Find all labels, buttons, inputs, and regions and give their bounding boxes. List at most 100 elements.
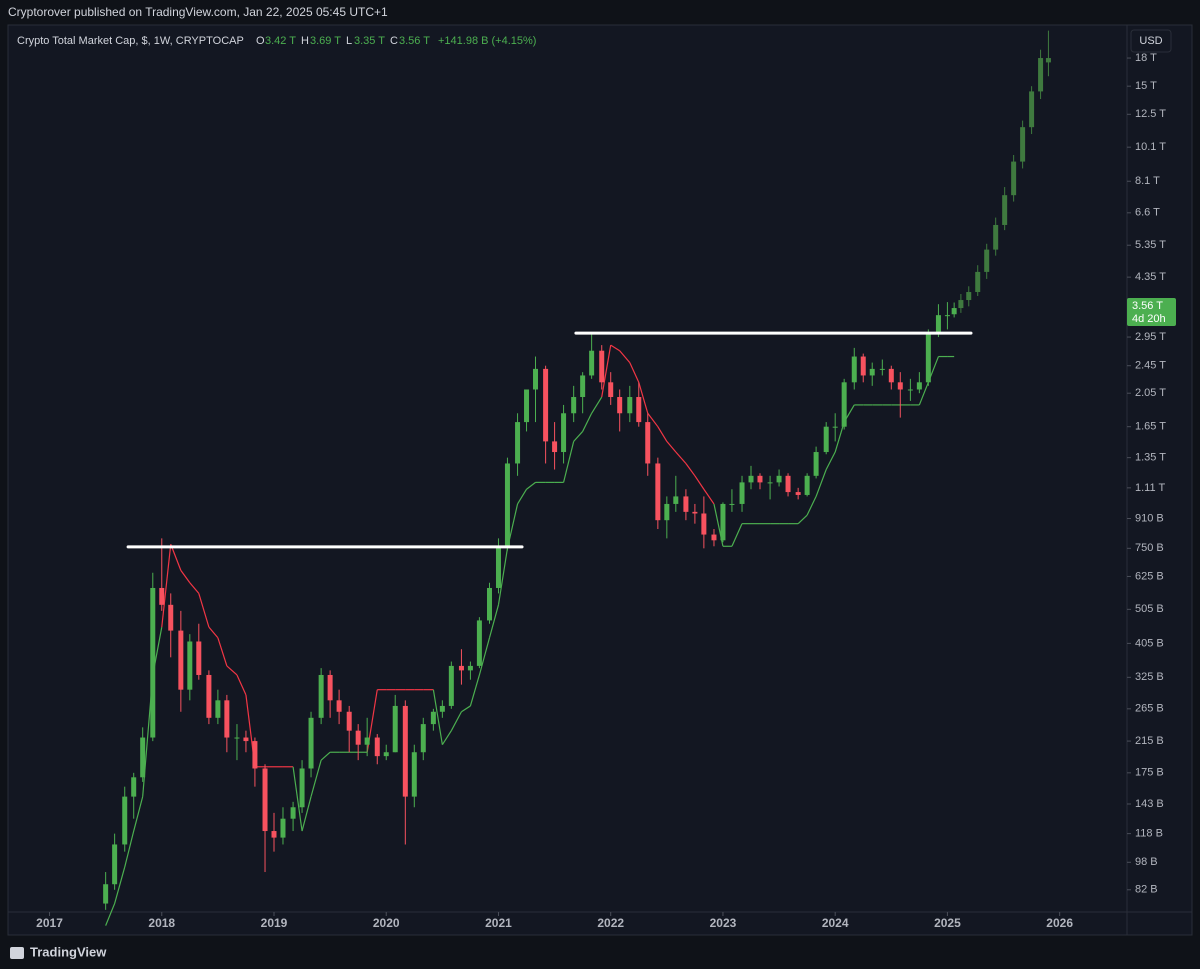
candle-body: [122, 796, 128, 845]
candle-body: [1020, 127, 1026, 162]
trend-line: [301, 796, 312, 832]
candle-body: [655, 463, 661, 521]
candle-body: [234, 737, 240, 739]
y-tick-label: 8.1 T: [1135, 175, 1160, 187]
trend-line: [180, 570, 191, 584]
y-tick-label: 1.35 T: [1135, 452, 1166, 464]
candle-body: [411, 752, 417, 797]
trend-line: [517, 488, 528, 505]
x-tick-label: 2018: [148, 916, 175, 930]
candle-body: [683, 496, 689, 512]
published-note: Cryptorover published on TradingView.com…: [8, 5, 388, 19]
candle-body: [308, 717, 314, 769]
candle-body: [701, 513, 707, 535]
candle-body: [1045, 58, 1051, 63]
trend-line: [815, 469, 827, 497]
trend-line: [666, 441, 677, 453]
trend-line: [797, 514, 808, 525]
trend-line: [694, 475, 705, 490]
trend-line: [591, 396, 603, 414]
candle-body: [711, 534, 717, 541]
candle-body: [187, 641, 193, 690]
candle-body: [608, 382, 614, 398]
trend-line: [310, 759, 322, 797]
candle-body: [196, 641, 202, 675]
trend-line: [526, 481, 536, 490]
legend-key: O: [256, 35, 265, 47]
y-tick-label: 750 B: [1135, 542, 1164, 554]
candle-body: [524, 389, 530, 423]
candle-body: [178, 630, 184, 690]
candle-body: [467, 665, 473, 671]
y-tick-label: 2.05 T: [1135, 387, 1166, 399]
candle-body: [103, 884, 109, 904]
candle-body: [224, 700, 230, 738]
trend-line: [105, 903, 116, 926]
trend-line: [292, 766, 303, 832]
candle-body: [420, 724, 426, 753]
currency[interactable]: USD: [1139, 35, 1162, 47]
candle-body: [944, 315, 950, 317]
candle-body: [720, 503, 726, 541]
y-tick-label: 15 T: [1135, 80, 1157, 92]
legend: Crypto Total Market Cap, $, 1W, CRYPTOCA…: [17, 35, 536, 47]
candle-body: [804, 475, 810, 495]
candle-body: [504, 463, 510, 547]
candle-body: [243, 737, 249, 742]
y-tick-label: 18 T: [1135, 52, 1157, 64]
candle-body: [364, 737, 370, 745]
y-tick-label: 1.11 T: [1135, 482, 1165, 494]
candle-body: [252, 741, 258, 769]
candle-body: [925, 334, 931, 383]
trend-line: [685, 463, 696, 477]
trend-line: [320, 751, 331, 761]
candle-body: [355, 730, 361, 745]
y-tick-label: 2.45 T: [1135, 360, 1166, 372]
candle-body: [645, 422, 651, 464]
candle-body: [888, 368, 894, 383]
candle-body: [748, 475, 754, 483]
candle-body: [290, 807, 296, 819]
trend-line: [124, 830, 135, 868]
candle-body: [879, 368, 885, 370]
candle-body: [776, 475, 782, 483]
candle-body: [813, 452, 819, 476]
candle-body: [823, 426, 829, 453]
candle-body: [561, 413, 567, 453]
trend-line: [497, 548, 509, 605]
x-tick-label: 2017: [36, 916, 63, 930]
trend-line: [441, 730, 452, 746]
legend-key: C: [390, 35, 398, 47]
trend-line: [675, 451, 687, 464]
candle-body: [599, 350, 605, 383]
currency-button[interactable]: [1130, 29, 1172, 53]
y-tick-label: 6.6 T: [1135, 207, 1160, 219]
candle-body: [206, 674, 212, 718]
y-tick-label: 405 B: [1135, 637, 1164, 649]
candle-body: [131, 777, 137, 797]
x-tick-label: 2025: [934, 916, 961, 930]
candle-body: [439, 705, 445, 712]
trend-line: [226, 665, 238, 676]
y-tick-label: 98 B: [1135, 856, 1158, 868]
x-tick-label: 2021: [485, 916, 512, 930]
candle-body: [664, 503, 670, 521]
trend-line: [629, 362, 640, 383]
legend-value: 3.69 T: [310, 35, 341, 47]
trend-line: [647, 412, 659, 428]
plot: 18 T 15 T 12.5 T 10.1 T 8.1 T 6.6 T 5.35 T 4.35…: [36, 30, 1176, 930]
y-tick-label: 12.5 T: [1135, 108, 1166, 120]
y-tick-label: 175 B: [1135, 767, 1164, 779]
candle-body: [580, 375, 586, 398]
last-price-label: 3.56 T: [1132, 300, 1163, 312]
trend-line: [562, 441, 575, 483]
y-tick-label: 625 B: [1135, 570, 1164, 582]
candle-body: [271, 831, 277, 838]
candle-body: [515, 422, 521, 464]
candle-body: [993, 224, 999, 250]
candle-body: [458, 665, 464, 671]
trend-line: [657, 426, 668, 442]
candle-body: [280, 818, 286, 838]
y-tick-label: 10.1 T: [1135, 141, 1166, 153]
